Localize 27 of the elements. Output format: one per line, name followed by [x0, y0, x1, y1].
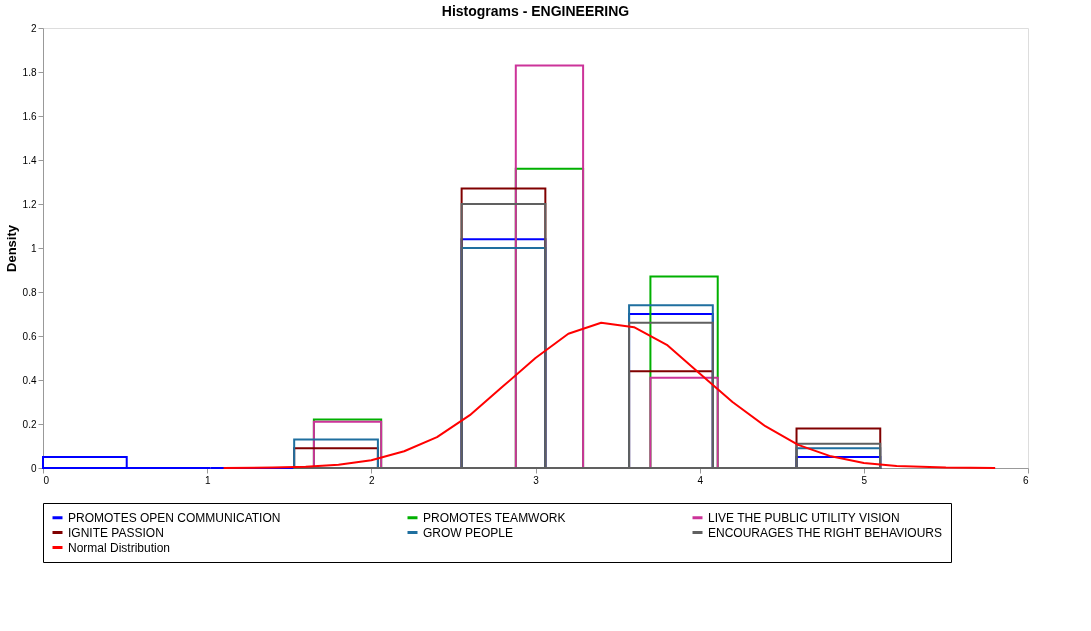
y-tick-label: 1.8	[22, 66, 37, 78]
y-tick-label: 1.6	[22, 110, 37, 122]
chart-title: Histograms - ENGINEERING	[441, 3, 630, 19]
y-tick-label: 0.2	[22, 418, 37, 430]
legend-label: IGNITE PASSION	[68, 525, 164, 540]
x-tick-label: 2	[369, 474, 376, 486]
legend-label: PROMOTES TEAMWORK	[423, 510, 566, 525]
x-tick-label: 0	[43, 474, 50, 486]
x-tick-label: 6	[1022, 474, 1029, 486]
y-tick-label: 1.4	[22, 154, 37, 166]
x-tick-label: 4	[697, 474, 704, 486]
y-axis-title: Density	[3, 224, 19, 272]
x-tick-label: 5	[861, 474, 868, 486]
legend-label: LIVE THE PUBLIC UTILITY VISION	[708, 510, 900, 525]
x-tick-label: 1	[204, 474, 211, 486]
legend-label: GROW PEOPLE	[423, 525, 514, 540]
y-tick-label: 0.8	[22, 286, 37, 298]
y-tick-label: 0.6	[22, 330, 37, 342]
x-tick-label: 3	[533, 474, 540, 486]
y-tick-label: 0	[30, 462, 37, 474]
y-tick-label: 0.4	[22, 374, 37, 386]
legend-label: Normal Distribution	[68, 540, 171, 555]
legend-label: ENCOURAGES THE RIGHT BEHAVIOURS	[708, 525, 943, 540]
y-tick-label: 1	[30, 242, 37, 254]
y-tick-label: 1.2	[22, 198, 37, 210]
y-tick-label: 2	[30, 22, 37, 34]
legend-label: PROMOTES OPEN COMMUNICATION	[68, 510, 281, 525]
